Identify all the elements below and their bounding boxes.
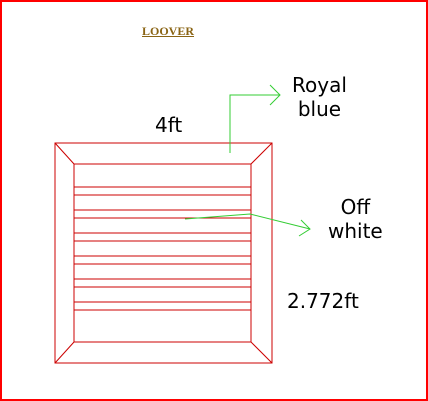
outer-frame (54, 142, 273, 364)
louver-slats (74, 186, 251, 311)
frame-corner-line (250, 341, 273, 364)
frame-color-label: Royal blue (292, 73, 347, 121)
louver-arrow-head (298, 219, 311, 237)
louver-color-arrow (184, 213, 311, 237)
louver-color-label: Off white (328, 195, 383, 243)
height-label: 2.772ft (287, 289, 359, 313)
louver-color-line1: Off (340, 195, 371, 219)
inner-frame (73, 163, 252, 343)
louver-arrow-line (184, 213, 311, 230)
frame-arrow-head (269, 84, 281, 106)
frame-color-arrow (229, 84, 281, 153)
frame-corner-line (54, 142, 75, 165)
frame-corner-line (250, 142, 273, 165)
louver-frame (54, 142, 273, 364)
frame-color-line1: Royal (292, 73, 347, 97)
frame-arrow-line (229, 94, 280, 153)
frame-color-line2: blue (297, 97, 342, 121)
frame-corner-line (54, 341, 75, 364)
width-label: 4ft (155, 113, 183, 137)
louver-color-line2: white (328, 219, 383, 243)
diagram-title: LOOVER (142, 24, 195, 38)
